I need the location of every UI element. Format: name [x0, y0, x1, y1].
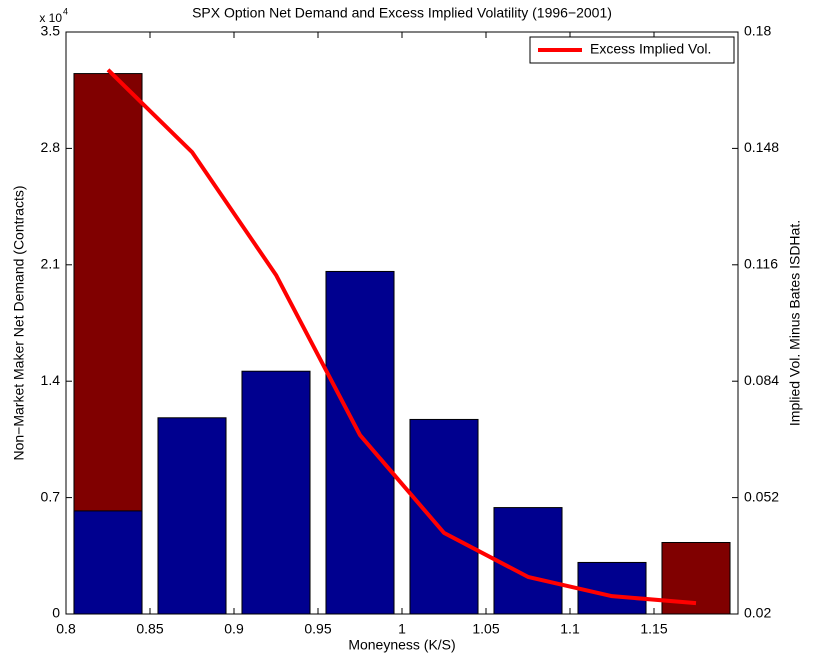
x-tick-label: 0.85 — [136, 621, 163, 637]
bar — [325, 270, 395, 615]
y2-tick-label: 0.148 — [744, 139, 779, 155]
line-series — [106, 68, 697, 606]
bar — [493, 507, 563, 615]
y-scale-exponent: 4 — [63, 6, 68, 16]
y-tick-label: 2.8 — [41, 139, 61, 155]
x-tick-label: 0.8 — [56, 621, 76, 637]
y-scale-base: x 10 — [39, 11, 62, 25]
bar — [409, 418, 479, 615]
y2-tick-label: 0.18 — [744, 23, 771, 39]
x-tick-label: 1 — [398, 621, 406, 637]
y2-axis-label: Implied Vol. Minus Bates ISDHat. — [787, 220, 803, 426]
y-tick-label: 3.5 — [41, 23, 61, 39]
x-tick-label: 0.9 — [224, 621, 244, 637]
y2-tick-label: 0.052 — [744, 488, 779, 504]
x-tick-label: 1.15 — [640, 621, 667, 637]
y2-tick-label: 0.02 — [744, 605, 771, 621]
legend-label: Excess Implied Vol. — [590, 41, 711, 57]
x-tick-label: 1.1 — [560, 621, 580, 637]
bar — [241, 370, 311, 615]
y2-tick-label: 0.116 — [744, 256, 778, 272]
y-axis-label: Non−Market Maker Net Demand (Contracts) — [11, 185, 27, 460]
x-tick-label: 0.95 — [304, 621, 331, 637]
chart-title: SPX Option Net Demand and Excess Implied… — [192, 5, 612, 21]
bar — [157, 417, 227, 615]
x-tick-label: 1.05 — [472, 621, 499, 637]
bar — [577, 561, 647, 615]
x-axis-label: Moneyness (K/S) — [348, 637, 455, 653]
y-tick-label: 1.4 — [41, 372, 61, 388]
y-tick-label: 2.1 — [41, 256, 61, 272]
bar — [661, 541, 731, 615]
y-tick-label: 0 — [52, 605, 60, 621]
y-tick-label: 0.7 — [41, 488, 61, 504]
y2-tick-label: 0.084 — [744, 372, 779, 388]
bar — [73, 510, 143, 615]
